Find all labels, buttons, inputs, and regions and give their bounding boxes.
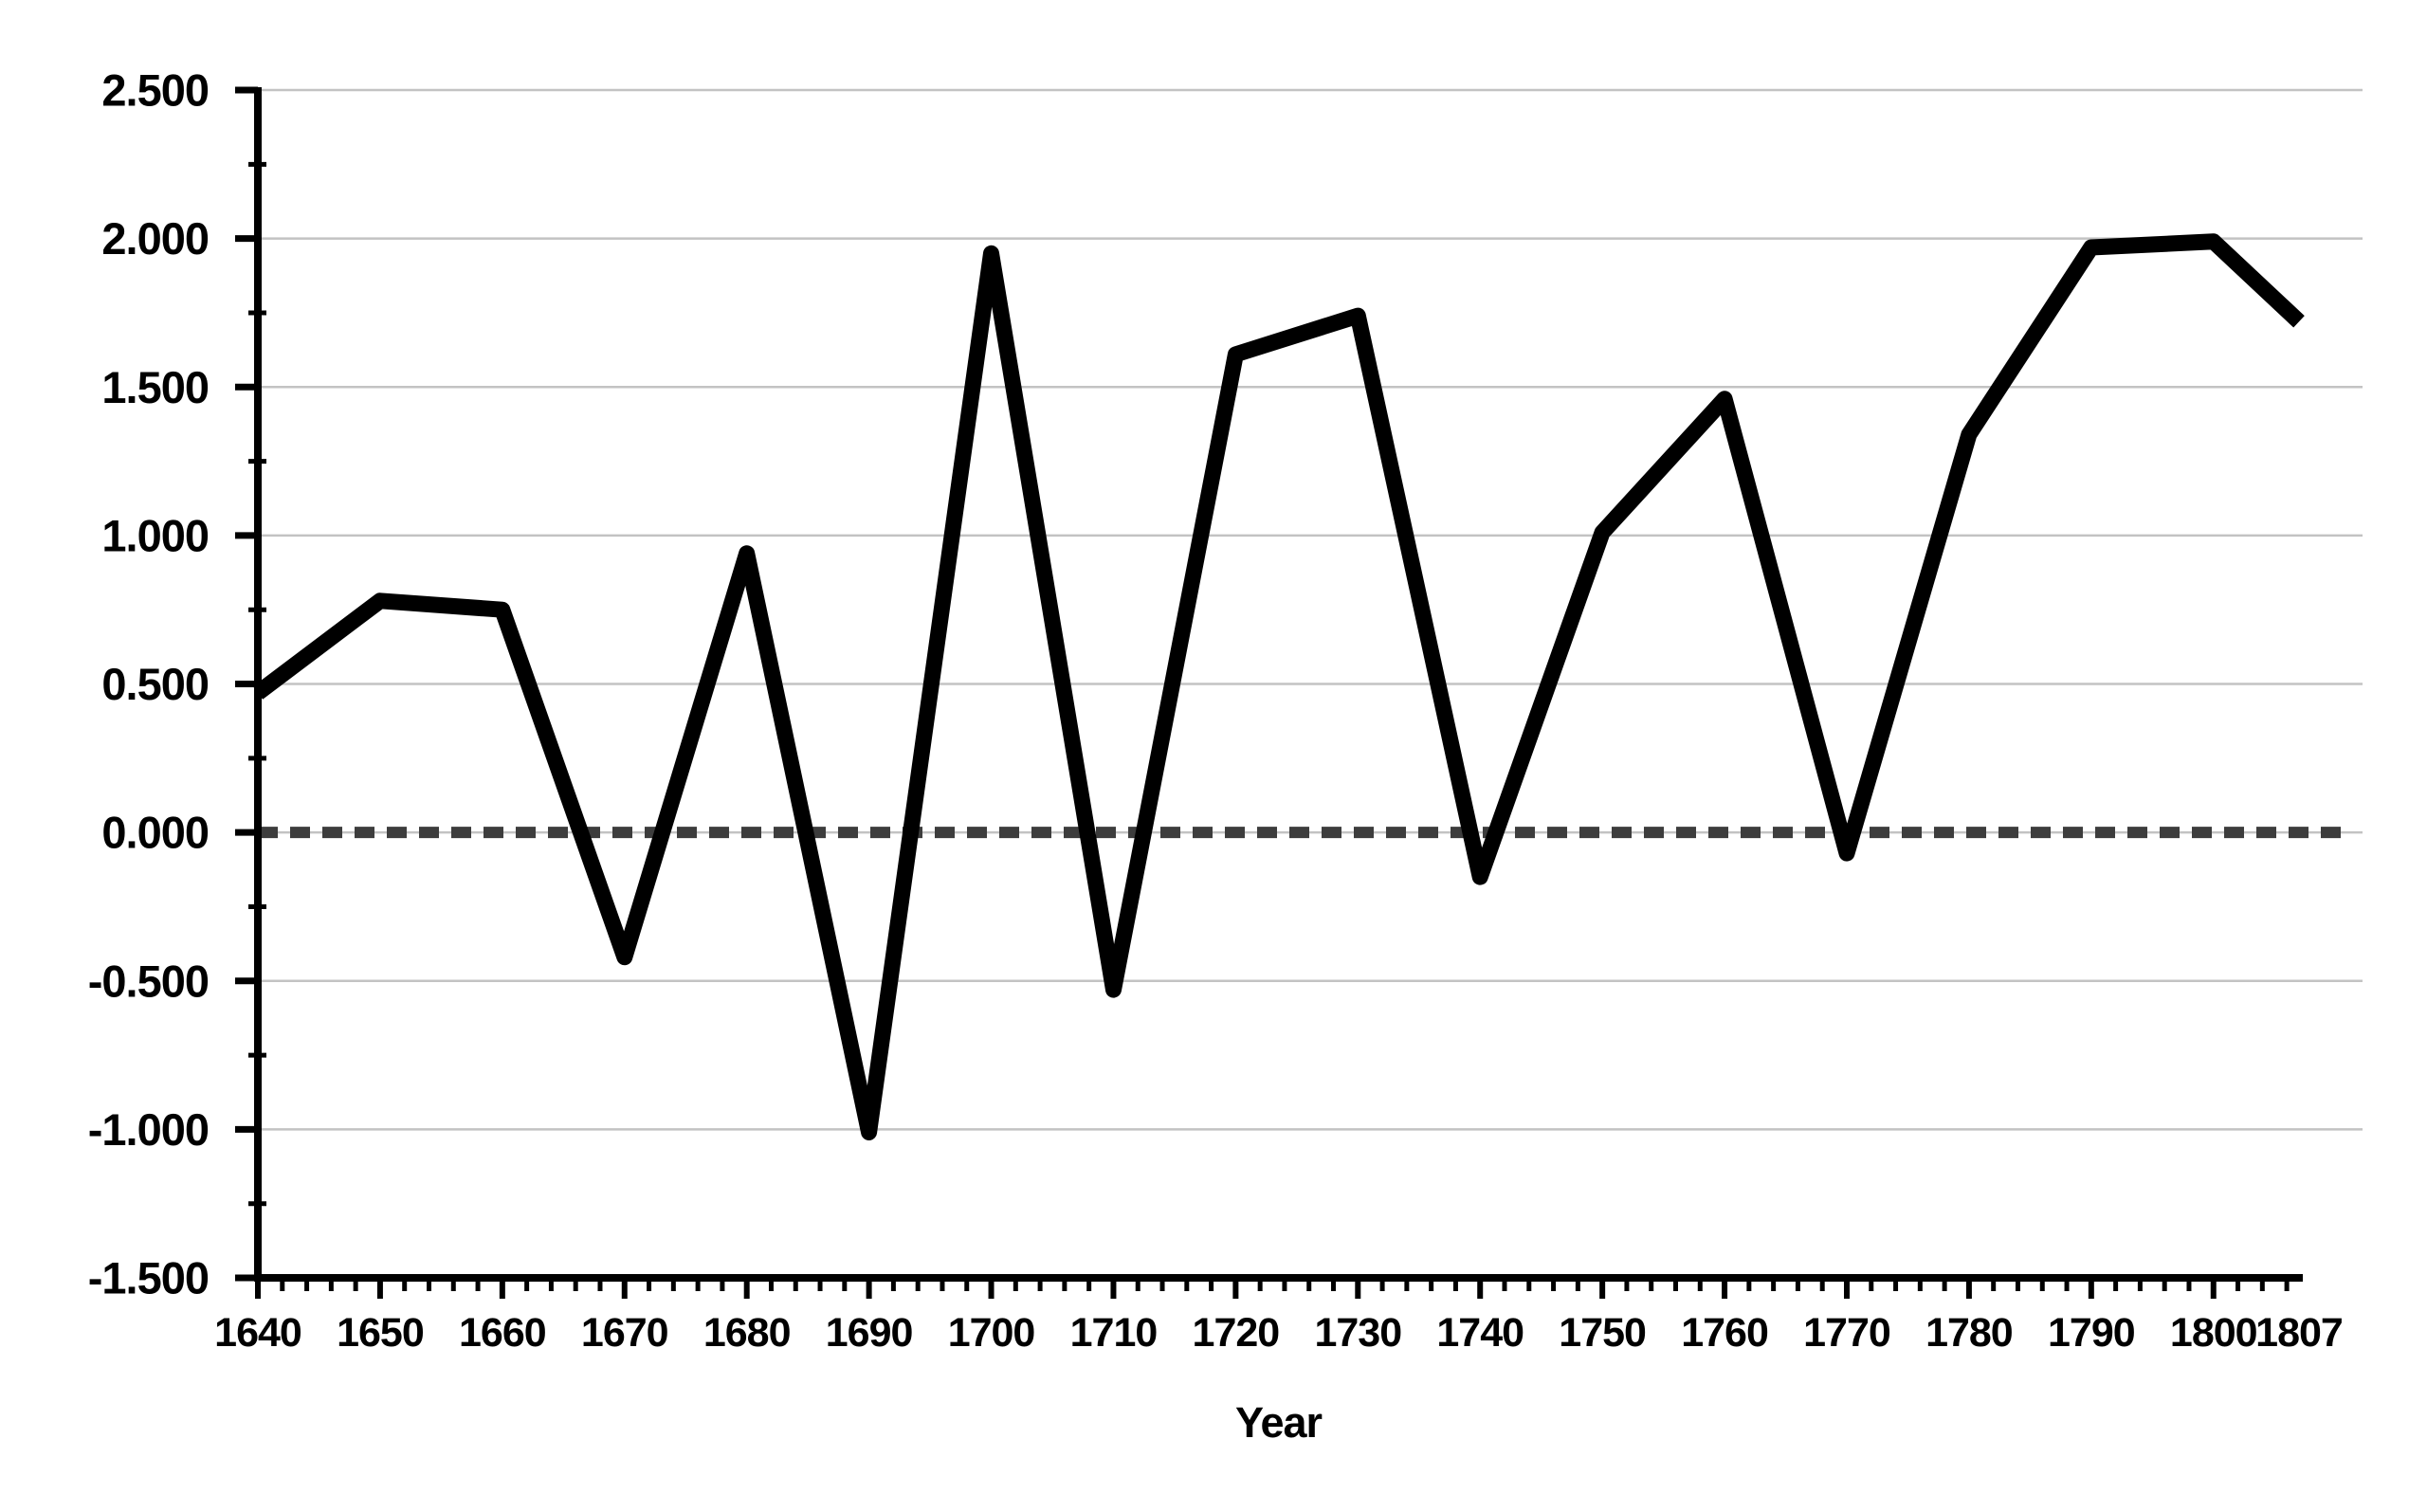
x-tick-label: 1700 <box>948 1310 1035 1356</box>
y-tick-label: -0.500 <box>88 956 209 1006</box>
x-tick-label: 1670 <box>581 1310 668 1356</box>
x-tick-label: 1790 <box>2048 1310 2135 1356</box>
y-tick-label: 1.500 <box>101 362 209 412</box>
x-tick-label: 1730 <box>1314 1310 1401 1356</box>
series <box>252 233 2305 1140</box>
y-tick-label: 2.000 <box>101 213 209 264</box>
x-tick-label: 1740 <box>1436 1310 1524 1356</box>
x-tick-label: 1807 <box>2255 1310 2343 1356</box>
x-tick-label: 1780 <box>1925 1310 2013 1356</box>
x-axis-title: Year <box>1235 1398 1323 1447</box>
y-gridlines <box>258 88 2363 1131</box>
y-tick-label: -1.000 <box>88 1104 209 1155</box>
y-tick-labels: 2.500 2.000 1.500 1.000 0.500 0.000 -0.500 -1.0… <box>88 65 210 1303</box>
x-tick-label: 1660 <box>459 1310 546 1356</box>
x-tick-label: 1640 <box>214 1310 301 1356</box>
x-tick-label: 1760 <box>1681 1310 1768 1356</box>
x-axis-title-text: Year <box>1235 1398 1323 1447</box>
y-tick-label: 0.000 <box>101 808 209 858</box>
x-tick-label: 1750 <box>1559 1310 1646 1356</box>
x-tick-label: 1650 <box>337 1310 424 1356</box>
series-line <box>252 233 2305 1140</box>
x-tick-label: 1680 <box>703 1310 791 1356</box>
x-tick-label: 1710 <box>1070 1310 1158 1356</box>
x-tick-label: 1720 <box>1193 1310 1280 1356</box>
x-tick-labels: 1640 1650 1660 1670 1680 1690 1700 1710 1720 1730… <box>214 1310 2344 1356</box>
x-tick-label: 1690 <box>826 1310 913 1356</box>
y-tick-label: 1.000 <box>101 510 209 560</box>
x-tick-label: 1800 <box>2170 1310 2257 1356</box>
x-tick-label: 1770 <box>1803 1310 1890 1356</box>
y-tick-label: 0.500 <box>101 659 209 709</box>
y-tick-label: 2.500 <box>101 65 209 116</box>
x-axis <box>254 1274 2303 1299</box>
y-tick-label: -1.500 <box>88 1253 209 1303</box>
